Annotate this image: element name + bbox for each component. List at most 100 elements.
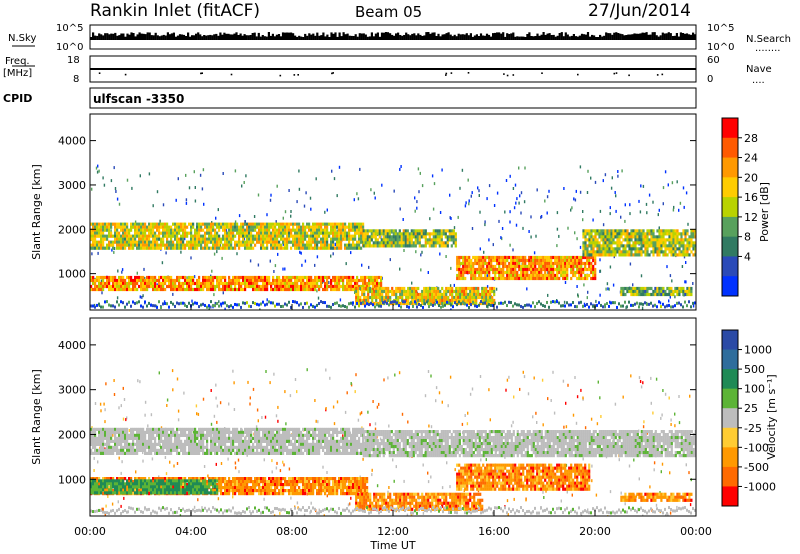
heat-cell — [364, 278, 367, 283]
speckle — [478, 189, 480, 193]
heat-cell — [230, 225, 233, 229]
noise-sample — [570, 35, 573, 40]
heat-cell — [458, 261, 461, 266]
noise-sample — [324, 36, 327, 40]
heat-cell — [236, 243, 239, 247]
heat-cell — [246, 237, 249, 241]
heat-cell — [421, 289, 424, 294]
heat-cell — [392, 229, 395, 233]
heat-cell — [196, 231, 199, 235]
heat-cell — [431, 295, 434, 300]
heat-cell — [494, 255, 497, 260]
heat-cell — [110, 278, 113, 283]
noise-sample — [334, 32, 337, 40]
heat-cell — [363, 295, 366, 300]
heat-cell — [594, 241, 597, 245]
heat-cell — [248, 237, 251, 241]
heat-cell — [166, 225, 169, 229]
clutter-cell — [138, 300, 140, 304]
heat-cell — [580, 258, 583, 263]
heat-cell — [154, 246, 157, 250]
heat-cell — [238, 284, 241, 289]
heat-cell — [154, 234, 157, 238]
heat-cell — [632, 289, 635, 294]
heat-cell — [274, 284, 277, 289]
speckle — [263, 497, 265, 501]
heat-cell — [484, 270, 487, 275]
noise-sample — [233, 33, 236, 40]
clutter-cell — [282, 304, 284, 308]
heat-cell — [160, 225, 163, 229]
heat-cell — [467, 286, 470, 291]
heat-cell — [378, 229, 381, 233]
heat-cell — [414, 241, 417, 245]
speckle — [504, 455, 506, 459]
heat-cell — [472, 264, 475, 269]
heat-cell — [544, 255, 547, 260]
speckle — [428, 424, 430, 428]
heat-cell — [452, 232, 455, 236]
heat-cell — [354, 234, 357, 238]
heat-cell — [534, 264, 537, 269]
heat-cell — [216, 281, 219, 286]
heat-cell — [252, 284, 255, 289]
speckle — [540, 215, 542, 219]
heat-cell — [334, 234, 337, 238]
heat-cell — [112, 243, 115, 247]
heat-cell — [148, 284, 151, 289]
heat-cell — [433, 292, 436, 297]
heat-cell — [431, 286, 434, 291]
heat-cell — [524, 258, 527, 263]
speckle — [449, 216, 451, 220]
heat-cell — [142, 246, 145, 250]
heat-cell — [134, 222, 137, 226]
heat-cell — [618, 235, 621, 239]
heat-cell — [180, 243, 183, 247]
heat-cell — [640, 241, 643, 245]
heat-cell — [362, 241, 365, 245]
heat-cell — [644, 244, 647, 248]
heat-cell — [258, 240, 261, 244]
heat-cell — [542, 258, 545, 263]
heat-cell — [226, 234, 229, 238]
speckle — [678, 208, 680, 212]
clutter-cell — [340, 304, 342, 308]
heat-cell — [644, 253, 647, 257]
heat-cell — [548, 276, 551, 281]
clutter-cell — [460, 302, 462, 306]
heat-cell — [395, 292, 398, 297]
heat-cell — [419, 295, 422, 300]
heat-cell — [198, 240, 201, 244]
heat-cell — [284, 228, 287, 232]
heat-cell — [566, 258, 569, 263]
heat-cell — [240, 228, 243, 232]
heat-cell — [224, 222, 227, 226]
heat-cell — [420, 232, 423, 236]
heat-cell — [290, 246, 293, 250]
cpid-value: ulfscan -3350 — [93, 92, 184, 106]
heat-cell — [280, 228, 283, 232]
heat-cell — [146, 278, 149, 283]
heat-cell — [154, 237, 157, 241]
noise-sample — [195, 33, 198, 40]
heat-cell — [548, 258, 551, 263]
heat-cell — [108, 234, 111, 238]
heat-cell — [686, 247, 689, 251]
heat-cell — [491, 289, 494, 294]
clutter-cell — [628, 300, 630, 304]
heat-cell — [552, 267, 555, 272]
heat-cell — [630, 229, 633, 233]
heat-cell — [242, 225, 245, 229]
nave-sample — [503, 73, 505, 75]
clutter-cell — [106, 300, 108, 304]
heat-cell — [421, 301, 424, 306]
heat-cell — [690, 289, 693, 294]
speckle — [461, 422, 464, 426]
heat-cell — [100, 281, 103, 286]
heat-cell — [186, 231, 189, 235]
heat-cell — [286, 225, 289, 229]
heat-cell — [680, 289, 683, 294]
clutter-cell — [136, 301, 138, 305]
heat-cell — [636, 232, 639, 236]
